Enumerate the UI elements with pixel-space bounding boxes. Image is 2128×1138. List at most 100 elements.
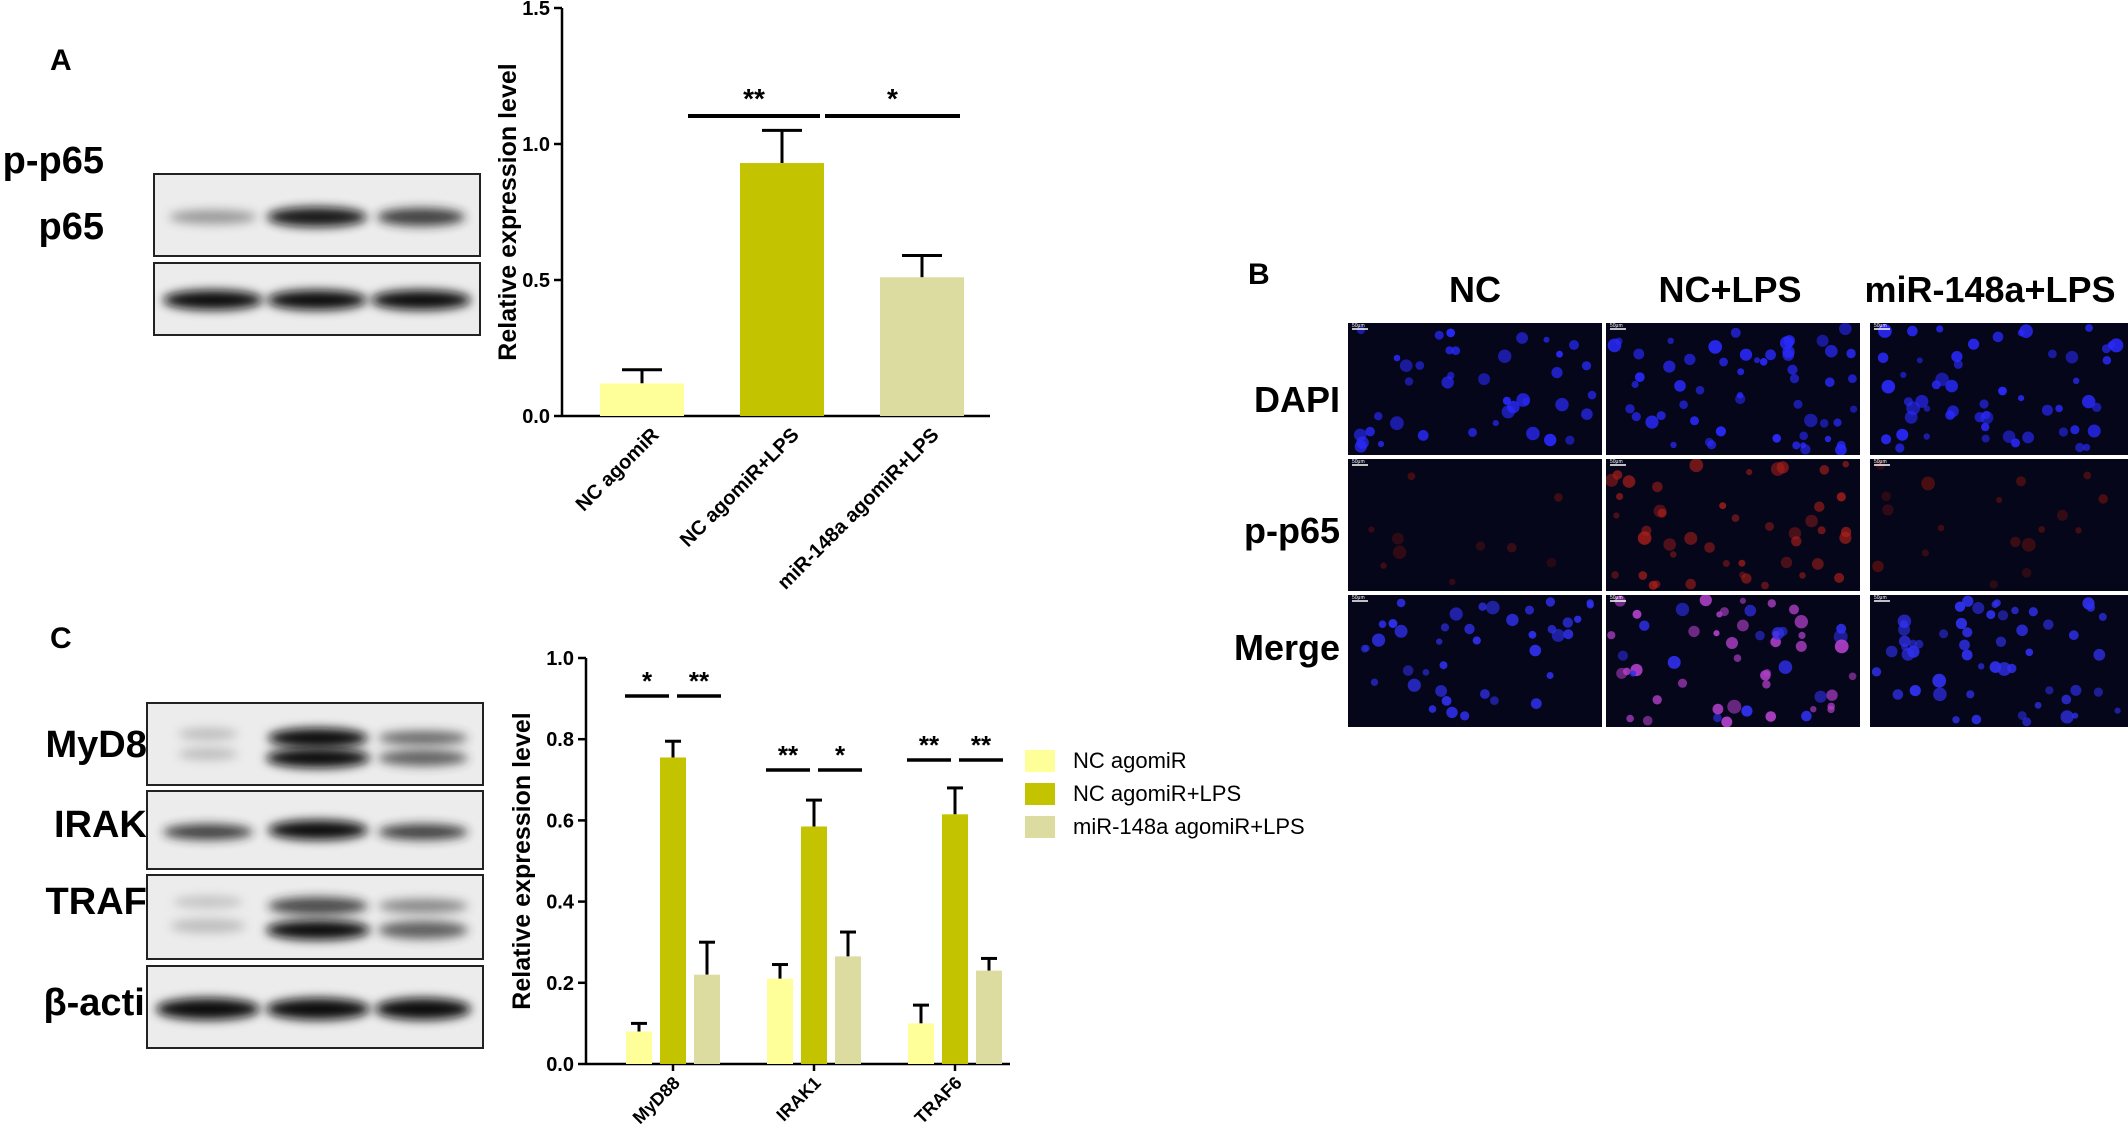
cell-nucleus [1791,536,1802,547]
cell-nucleus [1556,350,1563,358]
cell-nucleus [1606,473,1619,487]
cell-nucleus [2010,536,2021,548]
x-tick-label: TRAF6 [911,1073,966,1128]
cell-nucleus [1407,472,1416,481]
cell-nucleus [1906,401,1920,416]
cell-nucleus [1892,689,1904,700]
cell-nucleus [1492,420,1499,427]
cell-nucleus [1839,323,1852,336]
cell-nucleus [1516,332,1528,344]
cell-nucleus [1652,695,1662,705]
cell-nucleus [1446,328,1456,338]
cell-nucleus [2093,687,2103,697]
cell-nucleus [1586,599,1594,607]
cell-nucleus [1945,379,1958,393]
x-tick-label: MyD88 [629,1073,684,1128]
cell-nucleus [1449,607,1463,621]
cell-nucleus [1836,492,1846,502]
micro-row-p-p65: p-p65 [1243,510,1340,551]
cell-nucleus [1739,571,1746,579]
cell-nucleus [2093,648,2106,661]
cell-nucleus [1981,422,1990,432]
cell-nucleus [2114,707,2121,714]
cell-nucleus [1981,434,1990,443]
blot-bands [178,728,468,768]
cell-nucleus [1472,636,1481,645]
cell-nucleus [1966,690,1975,699]
cell-nucleus [1704,437,1714,447]
cell-nucleus [1439,661,1448,670]
cell-nucleus [2107,341,2115,349]
cell-nucleus [1546,557,1557,568]
cell-nucleus [1436,638,1443,645]
cell-nucleus [1986,610,1996,620]
cell-nucleus [1982,410,1991,420]
cell-nucleus [1480,689,1490,699]
cell-nucleus [1404,377,1414,386]
western-blot-beta-actin [146,965,484,1049]
cell-nucleus [1947,405,1959,418]
cell-nucleus [1793,399,1803,409]
legend-label: miR-148a agomiR+LPS [1073,814,1305,839]
cell-nucleus [1872,560,1884,573]
cell-nucleus [1719,502,1727,510]
cell-nucleus [1663,360,1676,373]
cell-nucleus [1814,501,1825,512]
cell-nucleus [1898,635,1911,648]
cell-nucleus [2021,568,2032,578]
cell-nucleus [1399,359,1413,372]
cell-nucleus [1744,604,1757,617]
cell-nucleus [1952,716,1960,724]
cell-nucleus [1362,644,1370,652]
micro-image-dapi-3: 50μm [1870,323,2128,455]
cell-nucleus [1978,663,1985,670]
cell-nucleus [1972,602,1985,614]
cell-nucleus [1506,613,1519,627]
cell-nucleus [1428,705,1437,713]
cell-nucleus [1498,349,1512,363]
cell-nucleus [1923,405,1931,412]
cell-nucleus [1798,631,1806,639]
western-blot-irak1 [146,790,484,870]
legend-swatch [1025,816,1055,838]
cell-nucleus [1885,645,1898,658]
cell-nucleus [1445,346,1454,355]
cell-nucleus [1374,412,1383,421]
cell-nucleus [1631,412,1641,422]
cell-nucleus [1667,655,1681,669]
scale-bar-label: 50μm [1610,595,1623,601]
scale-bar-label: 50μm [1352,323,1365,329]
cell-nucleus [1667,337,1674,344]
cell-nucleus [1995,636,2007,647]
cell-nucleus [1390,416,1404,431]
cell-nucleus [1434,330,1444,340]
cell-nucleus [1638,571,1648,580]
cell-nucleus [2016,476,2026,487]
cell-nucleus [1795,640,1807,652]
cell-nucleus [1435,685,1447,697]
cell-nucleus [2082,394,2096,409]
cell-nucleus [1468,427,1477,437]
cell-nucleus [1368,526,1375,533]
cell-nucleus [1951,351,1963,363]
cell-nucleus [1789,604,1799,615]
cell-nucleus [1954,601,1966,612]
cell-nucleus [1354,440,1367,453]
cell-nucleus [1545,597,1556,607]
cell-nucleus [1811,558,1824,570]
cell-nucleus [1846,348,1856,359]
cell-nucleus [1615,337,1623,345]
cell-nucleus [1613,512,1620,519]
cell-nucleus [1551,367,1563,379]
cell-nucleus [1722,560,1730,567]
y-tick-label: 0.4 [546,892,575,914]
cell-nucleus [1816,334,1829,347]
cell-nucleus [1834,572,1845,583]
cell-nucleus [1760,670,1771,681]
cell-nucleus [2083,443,2091,451]
micro-column-nc-lps: NC+LPS [1658,269,1802,310]
cell-nucleus [1652,481,1663,493]
cell-nucleus [1953,359,1963,369]
cell-nucleus [1652,580,1661,589]
cell-nucleus [2098,612,2107,621]
